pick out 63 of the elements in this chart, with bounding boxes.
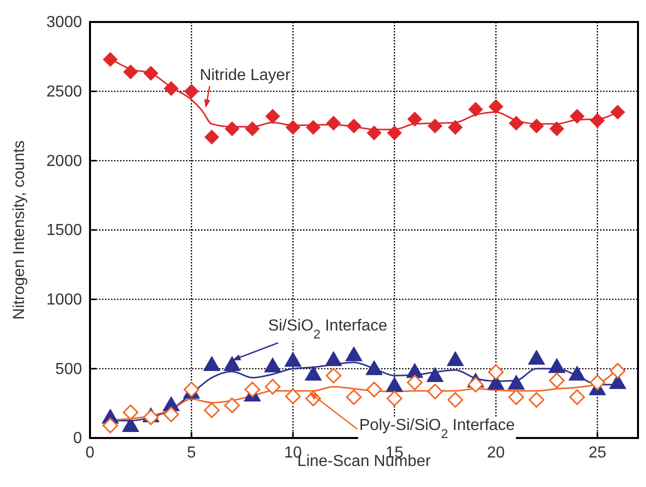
point <box>326 116 341 131</box>
point <box>590 113 605 128</box>
point <box>245 121 260 136</box>
y-tick-label: 3000 <box>46 14 82 32</box>
y-axis-title: Nitrogen Intensity, counts <box>11 140 28 320</box>
x-tick-label: 5 <box>187 444 196 462</box>
point <box>306 120 321 135</box>
y-tick-label: 2500 <box>46 83 82 100</box>
y-tick-label: 2000 <box>46 152 82 170</box>
annotation: Poly-Si/SiO$_{2}$ Interface <box>359 417 515 441</box>
x-tick-label: 20 <box>487 444 505 462</box>
point <box>569 389 585 405</box>
y-tick-label: 0 <box>73 430 82 448</box>
annotation: Nitride Layer <box>200 66 292 84</box>
point <box>366 382 382 398</box>
annotation: Si/SiO$_{2}$ Interface <box>268 317 388 341</box>
point <box>406 374 423 390</box>
point <box>122 404 138 420</box>
point <box>144 66 158 81</box>
y-tick-label: 500 <box>55 360 82 378</box>
point <box>427 384 443 400</box>
point <box>488 364 504 380</box>
point <box>610 104 626 120</box>
point <box>590 374 606 390</box>
y-tick-label: 1000 <box>46 291 82 308</box>
point <box>164 81 179 96</box>
point <box>386 390 402 406</box>
point <box>264 378 280 395</box>
point <box>529 118 544 134</box>
point <box>244 382 260 398</box>
point <box>448 120 463 135</box>
point <box>387 126 402 140</box>
point <box>549 121 564 136</box>
point <box>548 372 565 388</box>
point <box>143 409 159 426</box>
point <box>488 99 504 114</box>
point <box>224 121 240 136</box>
point <box>448 392 464 408</box>
point <box>346 118 362 134</box>
point <box>468 376 484 392</box>
point <box>265 108 280 124</box>
point <box>407 112 422 126</box>
point <box>468 102 483 117</box>
point <box>102 418 118 434</box>
point <box>286 120 300 135</box>
point <box>285 388 301 404</box>
point <box>163 406 180 422</box>
x-tick-label: 0 <box>86 444 95 462</box>
point <box>326 368 342 384</box>
point <box>528 392 544 408</box>
point <box>570 108 584 124</box>
point <box>204 130 220 144</box>
point <box>508 116 524 131</box>
y-tick-label: 1500 <box>46 222 82 240</box>
point <box>610 362 626 379</box>
point <box>224 398 240 414</box>
point <box>366 126 382 140</box>
point <box>428 118 442 134</box>
point <box>102 52 118 67</box>
point <box>346 389 362 405</box>
point <box>123 64 138 80</box>
x-tick-label: 25 <box>588 444 606 462</box>
point <box>184 84 199 99</box>
